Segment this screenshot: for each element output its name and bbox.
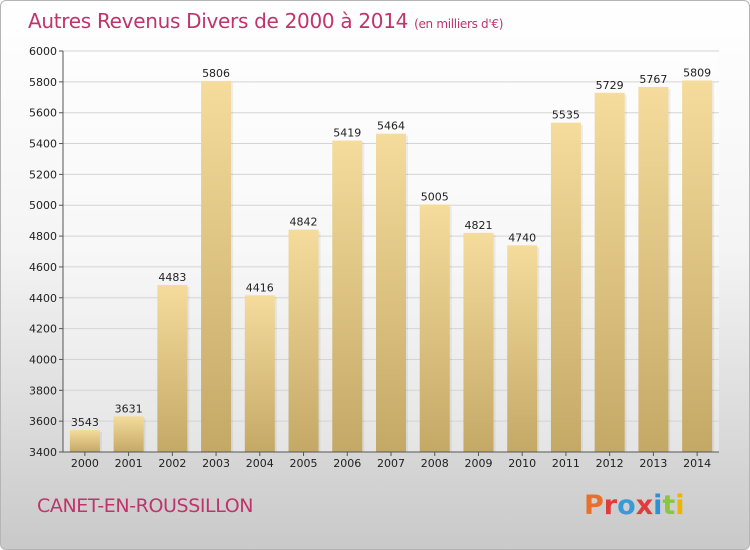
chart-title-text: Autres Revenus Divers de 2000 à 2014 <box>28 9 409 33</box>
bar-value-label: 4416 <box>246 281 274 294</box>
chart-title: Autres Revenus Divers de 2000 à 2014 (en … <box>28 9 503 33</box>
bar-value-label: 5419 <box>333 127 361 140</box>
bar <box>332 140 363 452</box>
logo-letter: r <box>603 490 618 521</box>
x-tick-label: 2007 <box>377 457 405 470</box>
x-tick-label: 2008 <box>421 457 449 470</box>
y-tick-label: 4400 <box>29 292 57 305</box>
bar-value-label: 5464 <box>377 120 405 133</box>
x-tick-label: 2009 <box>464 457 492 470</box>
logo-letter: i <box>675 490 685 521</box>
y-tick-label: 3800 <box>29 384 57 397</box>
x-tick-label: 2012 <box>596 457 624 470</box>
bar-value-label: 5535 <box>552 109 580 122</box>
bar-value-label: 4842 <box>290 216 318 229</box>
logo-letter: x <box>635 490 654 521</box>
bar <box>69 429 100 452</box>
x-tick-label: 2014 <box>683 457 711 470</box>
bar <box>463 232 494 452</box>
bar-value-label: 3543 <box>71 416 99 429</box>
bar <box>244 295 275 452</box>
bar-value-label: 3631 <box>115 402 143 415</box>
logo-letter: P <box>584 490 604 521</box>
x-tick-label: 2006 <box>333 457 361 470</box>
bar <box>507 245 538 452</box>
y-tick-label: 6000 <box>29 45 57 58</box>
x-tick-label: 2011 <box>552 457 580 470</box>
y-tick-label: 4600 <box>29 261 57 274</box>
bar <box>201 80 232 452</box>
y-tick-label: 5200 <box>29 168 57 181</box>
bar-value-label: 4740 <box>508 231 536 244</box>
axes: 3400 3600 3800 4000 4200 4400 4600 4800 5000 5200… <box>29 45 719 470</box>
bar-value-label: 5729 <box>596 79 624 92</box>
bar <box>550 122 581 452</box>
x-tick-label: 2001 <box>115 457 143 470</box>
bar-value-label: 4821 <box>464 219 492 232</box>
x-tick-label: 2002 <box>158 457 186 470</box>
chart-subtitle: (en milliers d'€) <box>414 17 504 31</box>
bar-value-label: 5005 <box>421 190 449 203</box>
x-tick-label: 2010 <box>508 457 536 470</box>
logo-letter: o <box>617 490 636 521</box>
city-name: CANET-EN-ROUSSILLON <box>37 495 254 517</box>
bar <box>638 86 669 453</box>
logo-letter: t <box>662 490 676 521</box>
bar-value-label: 5767 <box>639 73 667 86</box>
y-tick-label: 4800 <box>29 230 57 243</box>
bar-value-label: 5809 <box>683 66 711 79</box>
y-tick-label: 5400 <box>29 138 57 151</box>
x-tick-label: 2004 <box>246 457 274 470</box>
x-tick-label: 2003 <box>202 457 230 470</box>
bar <box>113 416 144 452</box>
bar-value-label: 4483 <box>158 271 186 284</box>
y-tick-label: 5800 <box>29 76 57 89</box>
y-tick-label: 3600 <box>29 415 57 428</box>
bar <box>288 229 319 452</box>
x-tick-label: 2005 <box>290 457 318 470</box>
bar <box>419 204 450 452</box>
bar <box>157 284 188 452</box>
bar <box>376 133 406 452</box>
x-tick-label: 2013 <box>639 457 667 470</box>
bar <box>682 80 713 453</box>
logo-letter: i <box>653 490 663 521</box>
y-tick-label: 4000 <box>29 353 57 366</box>
bar <box>594 92 625 452</box>
y-tick-label: 5600 <box>29 107 57 120</box>
bar-value-label: 5806 <box>202 67 230 80</box>
x-tick-label: 2000 <box>71 457 99 470</box>
y-tick-label: 3400 <box>29 446 57 459</box>
y-tick-label: 4200 <box>29 323 57 336</box>
bars: 3543 3631 4483 5806 4416 4842 5419 5464 5005 4821… <box>69 66 715 453</box>
y-tick-label: 5000 <box>29 199 57 212</box>
proxiti-logo: Proxiti <box>584 490 685 521</box>
